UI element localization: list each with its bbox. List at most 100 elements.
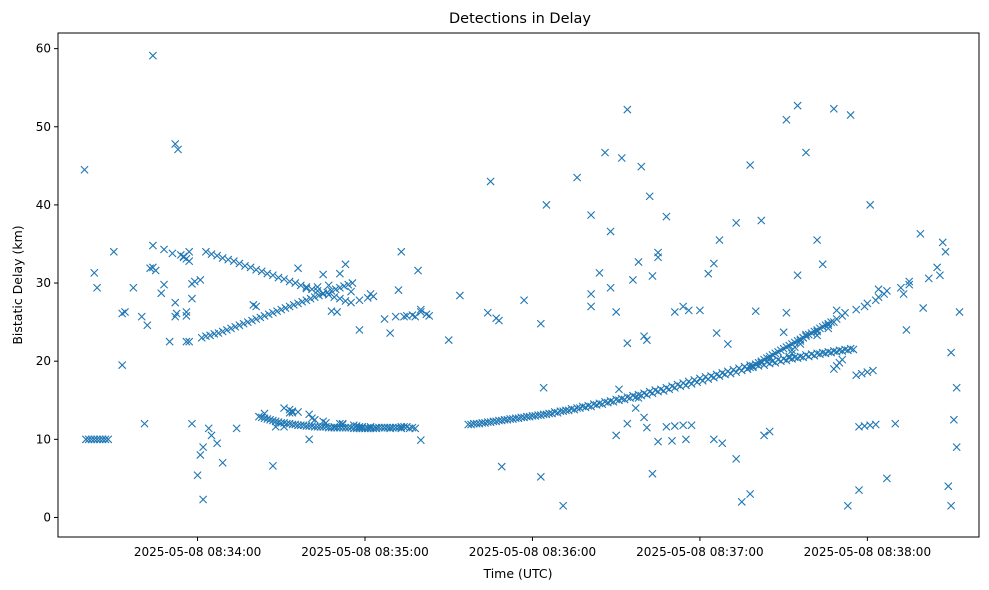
- data-point: [333, 423, 342, 432]
- data-point: [623, 105, 632, 114]
- data-point: [338, 420, 347, 429]
- data-point: [483, 308, 492, 317]
- data-point: [882, 474, 891, 483]
- data-point: [256, 313, 265, 322]
- data-point: [207, 250, 216, 259]
- data-point: [285, 408, 294, 417]
- data-point: [796, 340, 805, 348]
- data-point: [757, 216, 766, 225]
- data-point: [595, 399, 604, 408]
- x-axis-label: Time (UTC): [482, 566, 552, 581]
- data-point: [765, 427, 774, 436]
- data-point: [955, 307, 964, 316]
- data-point: [561, 406, 570, 415]
- data-point: [788, 349, 796, 358]
- data-point: [84, 435, 93, 444]
- data-point: [634, 393, 643, 402]
- data-point: [294, 264, 303, 273]
- y-tick-label: 60: [36, 42, 51, 56]
- data-point: [213, 439, 222, 448]
- data-point: [397, 424, 406, 433]
- data-point: [316, 422, 325, 431]
- data-point: [313, 286, 322, 295]
- data-point: [841, 308, 850, 317]
- data-point: [902, 325, 911, 334]
- data-point: [520, 296, 529, 305]
- data-point: [383, 423, 392, 432]
- data-point: [335, 419, 344, 428]
- data-point: [260, 409, 269, 418]
- data-point: [573, 173, 582, 182]
- data-point: [891, 419, 900, 428]
- data-point: [645, 387, 654, 396]
- data-point: [732, 218, 741, 227]
- data-point: [247, 316, 256, 325]
- data-point: [302, 296, 311, 305]
- data-point: [377, 423, 386, 432]
- data-point: [305, 435, 314, 444]
- data-point: [182, 311, 191, 320]
- data-point: [536, 472, 545, 481]
- data-point: [273, 307, 282, 316]
- data-point: [559, 501, 568, 510]
- data-point: [341, 260, 350, 269]
- data-point: [832, 306, 841, 315]
- data-point: [444, 336, 453, 345]
- data-point: [260, 311, 269, 320]
- data-point: [310, 422, 319, 431]
- data-point: [718, 439, 727, 448]
- data-point: [863, 299, 872, 308]
- data-point: [168, 249, 177, 258]
- data-point: [201, 247, 210, 256]
- data-point: [335, 269, 344, 278]
- data-point: [408, 423, 417, 432]
- data-point: [612, 431, 621, 440]
- data-point: [843, 501, 852, 510]
- data-point: [852, 371, 861, 380]
- data-point: [227, 324, 236, 333]
- data-point: [469, 419, 478, 428]
- data-point: [90, 268, 99, 277]
- y-tick-label: 20: [36, 354, 51, 368]
- y-axis: 0 10 20 30 40 50 60: [36, 42, 58, 524]
- data-point: [222, 325, 231, 334]
- data-point: [330, 293, 339, 302]
- data-point: [174, 145, 182, 154]
- data-point: [723, 367, 732, 376]
- data-point: [199, 495, 208, 504]
- data-point: [171, 139, 180, 148]
- data-point: [935, 271, 944, 280]
- data-point: [363, 423, 372, 432]
- data-point: [587, 302, 596, 311]
- data-point: [90, 435, 99, 444]
- data-point: [855, 486, 863, 495]
- data-point: [246, 263, 255, 272]
- data-point: [335, 294, 344, 303]
- data-point: [120, 307, 129, 316]
- data-point: [947, 348, 956, 357]
- data-point: [642, 423, 651, 432]
- data-point: [670, 422, 679, 431]
- data-point: [606, 283, 615, 292]
- y-tick-label: 0: [43, 510, 51, 524]
- data-point: [239, 319, 248, 328]
- data-point: [199, 443, 208, 452]
- data-point: [729, 365, 738, 374]
- x-axis: 2025-05-08 08:34:00 2025-05-08 08:35:00 20…: [134, 537, 931, 559]
- data-point: [340, 282, 349, 291]
- data-point: [314, 291, 323, 300]
- data-point: [148, 51, 157, 60]
- data-point: [640, 413, 649, 422]
- data-point: [874, 293, 883, 302]
- data-point: [709, 259, 718, 268]
- data-point: [218, 254, 227, 263]
- data-point: [765, 354, 774, 363]
- data-point: [101, 435, 110, 444]
- data-point: [801, 148, 810, 157]
- data-point: [813, 236, 822, 245]
- data-point: [185, 257, 194, 266]
- x-tick-label: 2025-05-08 08:35:00: [301, 545, 428, 559]
- data-point: [109, 247, 118, 256]
- data-point: [882, 286, 891, 295]
- data-point: [648, 272, 657, 281]
